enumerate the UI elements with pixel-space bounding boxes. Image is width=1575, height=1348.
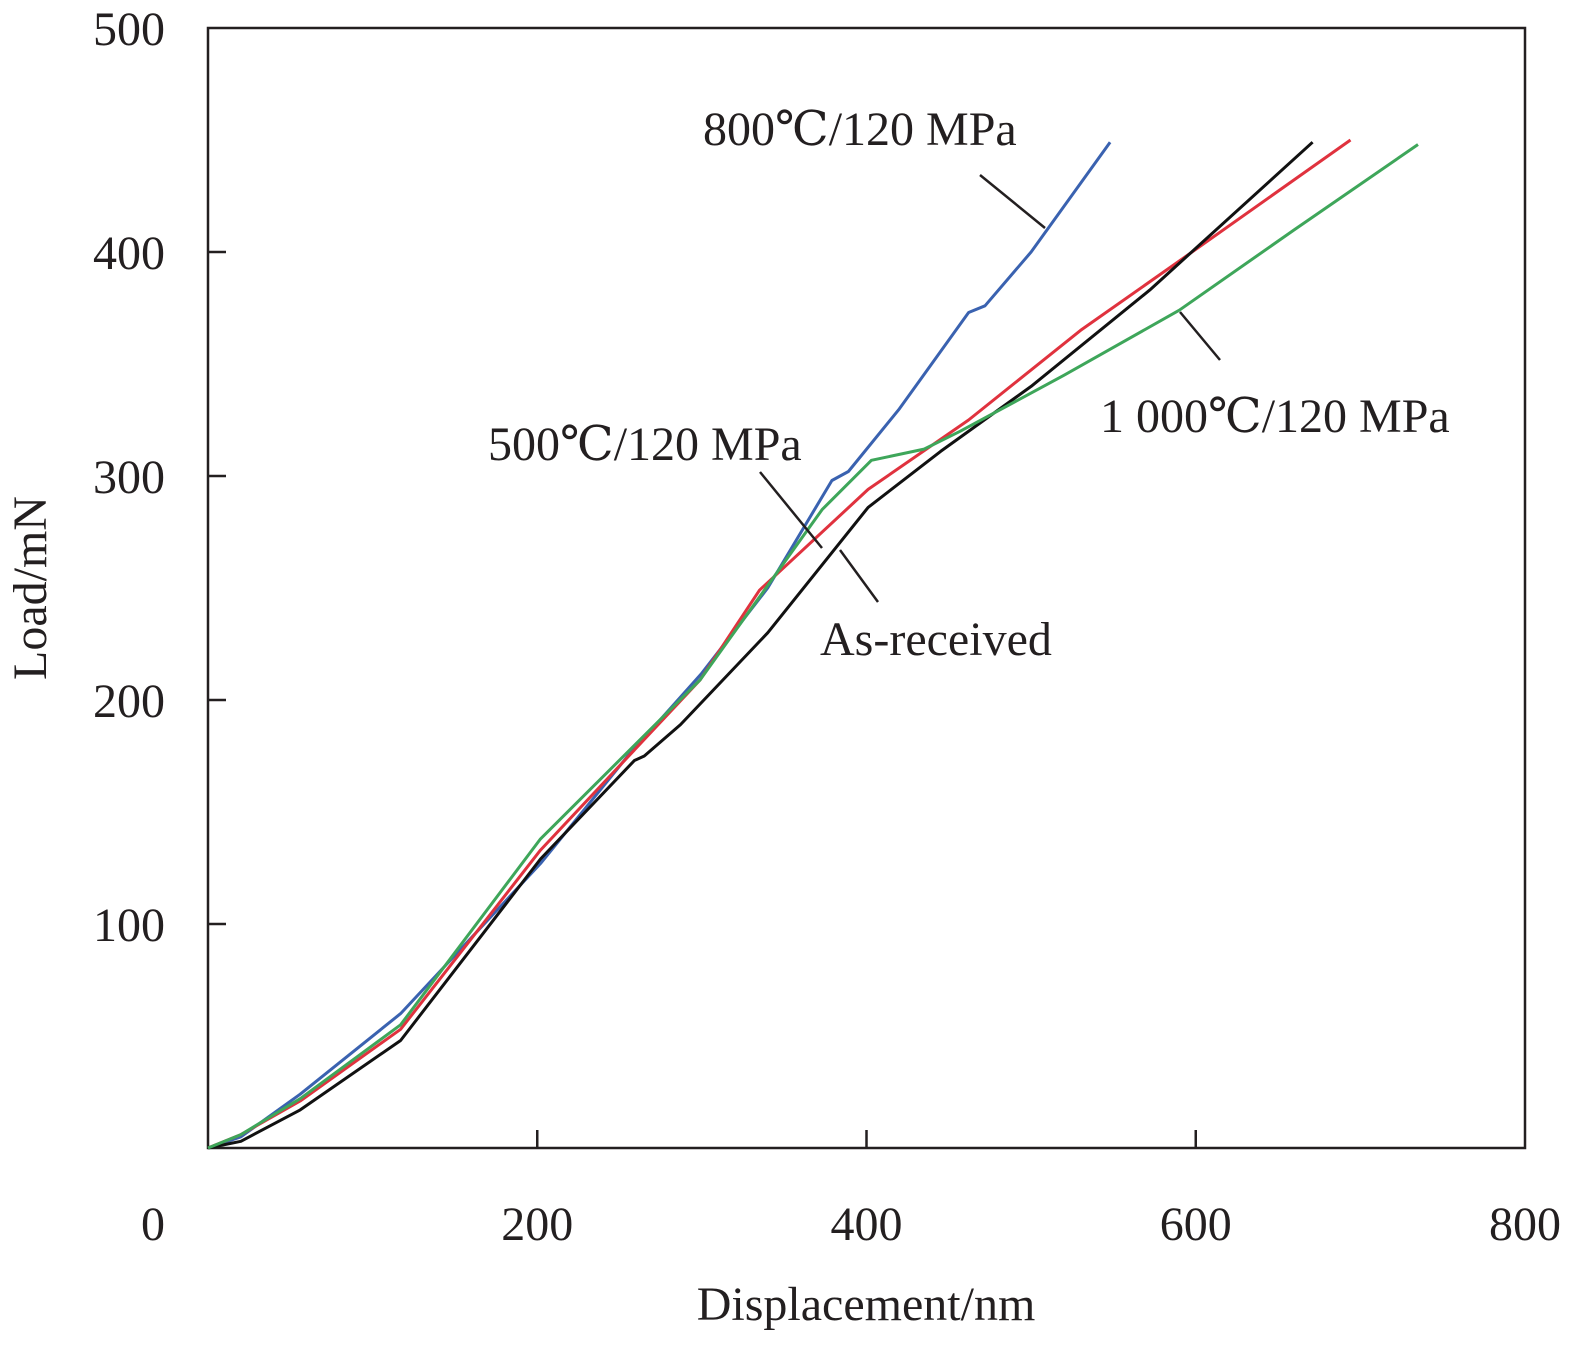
y-axis-title: Load/mN — [4, 496, 57, 680]
leader-line-800c — [979, 174, 1046, 229]
leader-line-1000c — [1179, 311, 1221, 361]
x-tick-label: 400 — [831, 1198, 903, 1251]
y-tick-label: 200 — [93, 675, 165, 728]
annotation-800c: 800℃/120 MPa — [703, 103, 1017, 156]
y-tick-label: 400 — [93, 227, 165, 280]
x-tick-label: 800 — [1489, 1198, 1561, 1251]
series-line-as-received — [207, 141, 1314, 1150]
annotation-500c: 500℃/120 MPa — [488, 418, 802, 471]
leader-line-500c — [759, 471, 823, 549]
x-axis-title: Displacement/nm — [697, 1278, 1036, 1331]
annotation-1000c: 1 000℃/120 MPa — [1100, 390, 1450, 443]
x-tick-label: 600 — [1160, 1198, 1232, 1251]
y-tick-label: 300 — [93, 451, 165, 504]
y-tick-label: 100 — [93, 899, 165, 952]
x-tick-label: 0 — [141, 1198, 165, 1251]
y-tick-label: 500 — [93, 3, 165, 56]
series-line-1-000-120-mpa — [207, 143, 1419, 1150]
leader-line-as-received — [838, 549, 880, 603]
annotation-as-received: As-received — [820, 613, 1052, 666]
x-tick-label: 200 — [501, 1198, 573, 1251]
series-line-500-120-mpa — [207, 138, 1352, 1150]
